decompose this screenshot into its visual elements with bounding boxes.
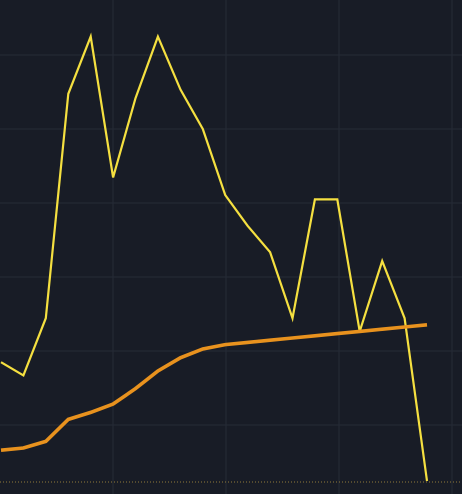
series-layer [0, 32, 429, 482]
series-line [0, 323, 428, 452]
series-1 [0, 32, 429, 482]
series-2 [0, 323, 428, 452]
series-line [0, 32, 429, 482]
